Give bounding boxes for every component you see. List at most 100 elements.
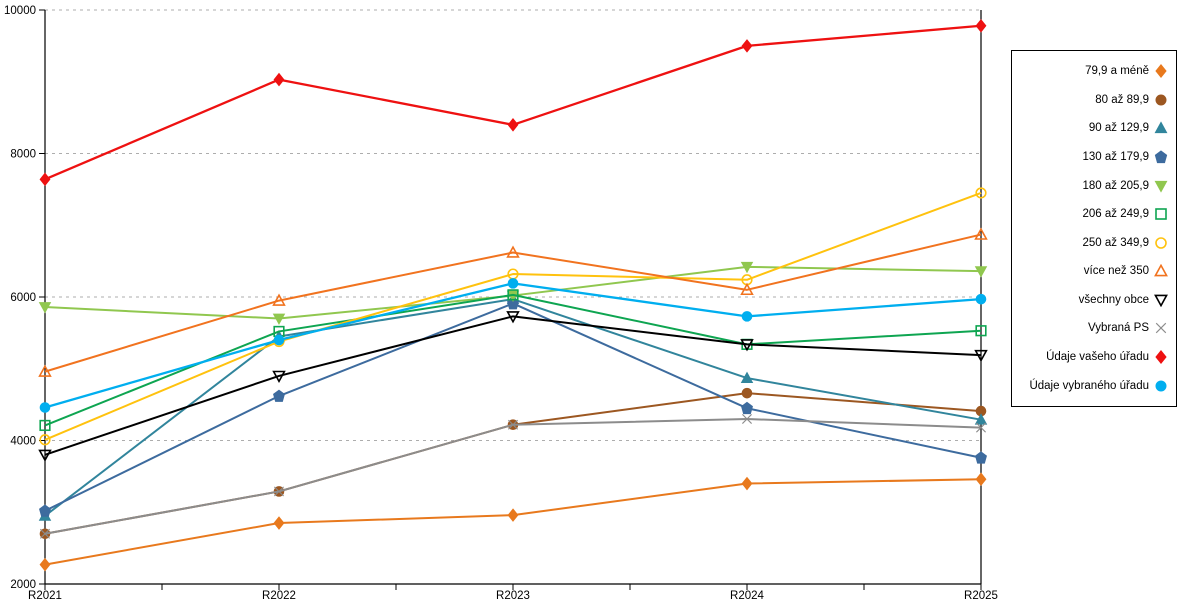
legend-item: 180 až 205,9 <box>1016 171 1168 200</box>
legend-item: Vybraná PS <box>1016 314 1168 343</box>
chart-marker-triangle-down <box>272 313 286 325</box>
chart-marker-square <box>39 419 51 432</box>
y-tick-label: 6000 <box>10 292 36 304</box>
y-tick-label: 10000 <box>4 5 36 17</box>
series-line <box>44 24 982 181</box>
chart-marker-x <box>976 422 986 433</box>
legend-item: 79,9 a méně <box>1016 57 1168 86</box>
legend-marker-triangle-down <box>1154 294 1168 307</box>
legend-label: Údaje vašeho úřadu <box>1046 351 1149 364</box>
chart-marker-circle <box>39 434 51 446</box>
legend-label: Vybraná PS <box>1088 322 1149 335</box>
chart-marker-triangle-up <box>740 371 754 384</box>
chart-marker-circle <box>1155 236 1167 249</box>
chart-marker-square <box>975 325 987 337</box>
legend-marker-pentagon <box>1154 150 1168 164</box>
legend-item: 90 až 129,9 <box>1016 114 1168 143</box>
legend-item: Údaje vybraného úřadu <box>1016 371 1168 400</box>
chart-marker-circle <box>741 387 753 399</box>
chart-marker-circle <box>1155 380 1167 392</box>
chart-marker-triangle-up <box>506 245 520 258</box>
legend-item: více než 350 <box>1016 257 1168 286</box>
series-line <box>44 315 982 456</box>
chart-marker-pentagon <box>1154 150 1168 164</box>
legend-label: 130 až 179,9 <box>1082 151 1149 164</box>
chart-marker-diamond <box>1155 350 1167 365</box>
chart-marker-triangle-up <box>1154 121 1168 134</box>
series-0 <box>39 472 987 572</box>
series-11 <box>39 278 987 413</box>
chart-marker-triangle-down <box>38 449 52 462</box>
legend-label: Údaje vybraného úřadu <box>1029 379 1149 392</box>
chart-marker-diamond <box>39 557 51 572</box>
chart-marker-circle <box>975 187 987 199</box>
chart-marker-pentagon <box>39 504 51 517</box>
chart-marker-triangle-up <box>1154 264 1168 277</box>
legend-label: všechny obce <box>1078 293 1149 306</box>
legend-marker-circle <box>1155 380 1167 392</box>
chart-marker-triangle-up <box>272 293 286 306</box>
chart-marker-pentagon <box>741 401 753 415</box>
legend-item: 206 až 249,9 <box>1016 200 1168 229</box>
legend-label: 250 až 349,9 <box>1082 236 1149 249</box>
series-line <box>44 192 982 441</box>
chart-marker-circle <box>507 278 519 289</box>
chart-marker-x <box>742 413 752 424</box>
chart-marker-pentagon <box>273 389 285 402</box>
chart-marker-diamond <box>39 172 51 187</box>
y-tick-label: 8000 <box>10 149 36 161</box>
chart-marker-x <box>40 528 50 539</box>
chart-marker-diamond <box>507 508 519 522</box>
chart-marker-pentagon <box>975 451 987 464</box>
y-tick-label: 2000 <box>10 579 36 591</box>
legend-item: 250 až 349,9 <box>1016 228 1168 257</box>
chart-marker-diamond <box>507 117 519 132</box>
chart-marker-square <box>507 289 519 301</box>
chart-marker-triangle-up <box>974 227 988 240</box>
chart-marker-triangle-up <box>740 282 754 296</box>
y-tick-label: 4000 <box>10 436 36 448</box>
chart-marker-triangle-down <box>38 302 52 314</box>
chart-marker-triangle-down <box>1154 294 1168 307</box>
legend-label: 90 až 129,9 <box>1088 122 1149 135</box>
legend-marker-triangle-down <box>1154 180 1168 193</box>
chart-marker-pentagon <box>507 297 519 310</box>
legend-marker-square <box>1155 208 1167 220</box>
series-line <box>44 233 982 373</box>
chart-marker-triangle-down <box>740 261 754 274</box>
legend-item: 80 až 89,9 <box>1016 86 1168 115</box>
series-3 <box>39 297 987 517</box>
series-9 <box>40 413 986 539</box>
x-tick-label: R2023 <box>496 590 530 600</box>
legend-item: Údaje vašeho úřadu <box>1016 343 1168 372</box>
series-7 <box>38 227 988 377</box>
chart-legend: 79,9 a méně 80 až 89,9 90 až 129,9 130 až 1… <box>1011 50 1177 407</box>
series-line <box>44 478 982 566</box>
legend-label: 79,9 a méně <box>1085 65 1149 78</box>
legend-label: 180 až 205,9 <box>1082 179 1149 192</box>
chart-marker-triangle-up <box>974 413 988 425</box>
x-tick-label: R2025 <box>964 590 998 600</box>
chart-marker-diamond <box>741 39 753 53</box>
legend-marker-x <box>1155 323 1167 334</box>
legend-label: více než 350 <box>1083 265 1149 278</box>
legend-label: 80 až 89,9 <box>1095 93 1149 106</box>
chart-marker-x <box>508 419 518 430</box>
legend-marker-circle <box>1155 94 1167 106</box>
x-tick-label: R2022 <box>262 590 296 600</box>
chart-marker-circle <box>975 293 987 305</box>
series-8 <box>38 311 988 462</box>
chart-marker-triangle-down <box>974 266 988 278</box>
legend-marker-triangle-up <box>1154 121 1168 134</box>
legend-marker-circle <box>1155 236 1167 249</box>
chart-marker-diamond <box>1155 64 1167 79</box>
chart-marker-triangle-down <box>1154 180 1168 193</box>
chart-marker-diamond <box>975 472 987 487</box>
chart-marker-circle <box>39 402 51 413</box>
legend-marker-triangle-up <box>1154 264 1168 277</box>
chart-marker-triangle-down <box>506 311 520 324</box>
chart-marker-x <box>274 486 284 497</box>
chart-marker-triangle-down <box>974 349 988 363</box>
